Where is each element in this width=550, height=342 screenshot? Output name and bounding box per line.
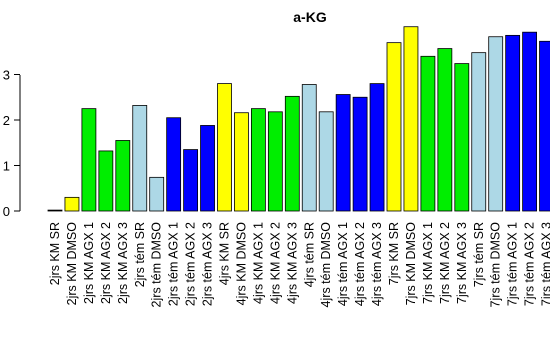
x-category-label: 7jrs tém AGX 3: [540, 222, 550, 306]
x-category-label: 7jrs KM AGX 1: [421, 222, 435, 304]
bar: [369, 83, 385, 212]
x-category-label: 2jrs tém SR: [133, 222, 147, 287]
y-tick-label: 0: [3, 204, 10, 219]
bar: [539, 40, 550, 212]
x-category-label: 4jrs KM DMSO: [234, 222, 248, 306]
x-category-label: 4jrs KM SR: [218, 222, 232, 285]
x-category-label: 2jrs KM DMSO: [65, 222, 79, 306]
bar: [318, 111, 334, 212]
x-category-label: 7jrs tém AGX 1: [506, 222, 520, 306]
bar: [488, 36, 504, 212]
bar: [352, 96, 368, 212]
bar: [267, 111, 283, 212]
bar: [217, 83, 232, 212]
y-axis-ticks: 0 1 2 3: [3, 68, 20, 219]
y-tick-label: 1: [3, 159, 10, 174]
x-category-label: 7jrs tém DMSO: [489, 222, 503, 308]
bar: [403, 26, 419, 212]
x-category-label: 2jrs KM SR: [48, 222, 62, 285]
x-category-label: 2jrs tém AGX 2: [184, 222, 198, 306]
bars: [47, 26, 550, 212]
bar: [301, 84, 317, 212]
bar: [284, 95, 300, 212]
bar: [149, 176, 165, 212]
x-category-label: 4jrs tém AGX 2: [353, 222, 367, 306]
x-axis-labels: 2jrs KM SR 2jrs KM DMSO 2jrs KM AGX 1 2jrs …: [48, 222, 550, 308]
x-category-label: 2jrs tém AGX 1: [167, 222, 181, 306]
x-category-label: 7jrs KM AGX 2: [438, 222, 452, 304]
x-category-label: 2jrs KM AGX 1: [82, 222, 96, 304]
bar: [454, 63, 470, 212]
y-tick-label: 2: [3, 113, 10, 128]
x-category-label: 7jrs KM DMSO: [404, 222, 418, 306]
bar: [98, 150, 114, 212]
bar: [132, 105, 148, 212]
x-category-label: 2jrs KM AGX 3: [116, 222, 130, 304]
x-category-label: 4jrs KM AGX 3: [285, 222, 299, 304]
bar: [64, 196, 80, 212]
x-category-label: 4jrs tém DMSO: [319, 222, 333, 308]
bar: [200, 125, 215, 212]
bar: [183, 149, 199, 212]
x-category-label: 2jrs tém AGX 3: [201, 222, 215, 306]
bar: [250, 108, 266, 212]
bar: [505, 34, 521, 212]
x-category-label: 4jrs tém SR: [302, 222, 316, 287]
bar: [335, 94, 351, 212]
bar: [166, 117, 182, 212]
bar: [420, 55, 436, 212]
bar: [386, 42, 402, 212]
y-tick-label: 3: [3, 68, 10, 83]
bar: [471, 52, 487, 212]
x-category-label: 2jrs tém DMSO: [150, 222, 164, 308]
x-category-label: 4jrs KM AGX 2: [268, 222, 282, 304]
x-category-label: 4jrs KM AGX 1: [251, 222, 265, 304]
bar: [115, 140, 131, 212]
chart-title: a-KG: [293, 9, 327, 25]
x-category-label: 7jrs KM AGX 3: [455, 222, 469, 304]
x-category-label: 7jrs tém AGX 2: [523, 222, 537, 306]
x-category-label: 4jrs tém AGX 3: [370, 222, 384, 306]
x-category-label: 7jrs KM SR: [387, 222, 401, 285]
bar: [522, 31, 537, 212]
x-category-label: 4jrs tém AGX 1: [336, 222, 350, 306]
bar: [437, 48, 453, 212]
x-category-label: 2jrs KM AGX 2: [99, 222, 113, 304]
bar: [81, 108, 97, 212]
x-category-label: 7jrs tém SR: [472, 222, 486, 287]
bar: [234, 112, 249, 212]
bar: [47, 209, 63, 212]
